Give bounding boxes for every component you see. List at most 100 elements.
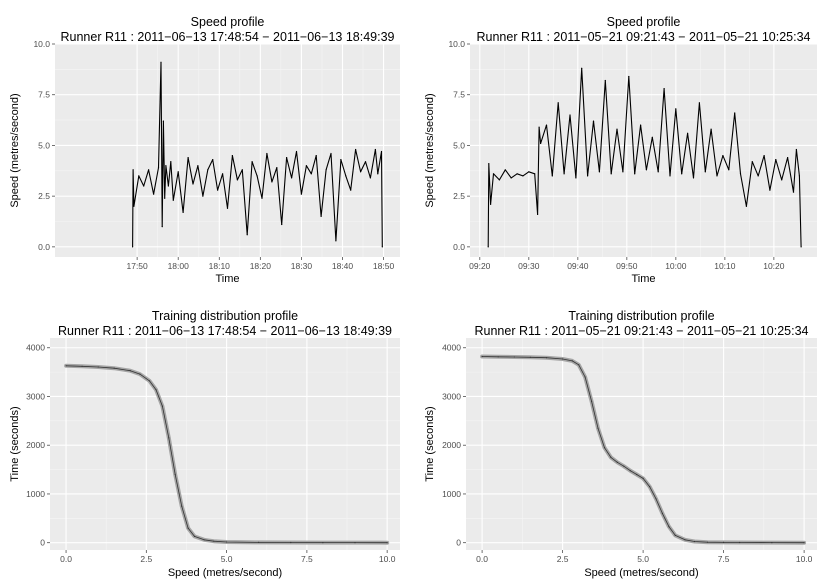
data-point	[350, 189, 352, 191]
data-point	[610, 173, 612, 175]
data-point	[497, 356, 499, 358]
data-point	[290, 541, 292, 544]
data-point	[578, 364, 580, 366]
data-point	[160, 61, 162, 63]
data-point	[739, 541, 741, 544]
plot-background	[50, 338, 400, 550]
data-point	[148, 169, 150, 171]
data-point	[745, 205, 748, 207]
data-point	[581, 67, 583, 69]
y-tick-label: 2000	[26, 440, 45, 450]
data-point	[710, 128, 712, 130]
data-point	[610, 456, 612, 458]
data-point	[636, 473, 638, 476]
data-point	[81, 365, 83, 367]
data-point	[170, 161, 172, 163]
data-point	[167, 185, 169, 187]
y-tick-label: 2.5	[38, 191, 50, 201]
data-point	[540, 142, 542, 144]
x-tick-label: 5.0	[221, 554, 233, 564]
y-tick-label: 3000	[442, 391, 461, 401]
data-point	[698, 102, 701, 104]
y-tick-label: 5.0	[453, 140, 465, 150]
data-point	[751, 161, 753, 163]
y-tick-label: 3000	[26, 391, 45, 401]
x-tick-label: 2.5	[557, 554, 569, 564]
data-point	[251, 161, 253, 163]
data-point	[193, 535, 196, 538]
data-point	[562, 358, 564, 360]
data-point	[330, 152, 332, 155]
data-point	[256, 175, 258, 177]
x-tick-label: 18:20	[250, 261, 272, 271]
data-point	[681, 173, 683, 175]
data-point	[591, 400, 593, 402]
data-point	[360, 171, 362, 173]
data-point	[286, 157, 288, 159]
data-point	[692, 177, 695, 179]
chart-subtitle: Runner R11 : 2011−05−21 09:21:43 − 2011−…	[475, 324, 809, 338]
data-point	[716, 175, 718, 177]
y-axis-label: Speed (metres/second)	[9, 93, 21, 207]
data-point	[202, 195, 204, 197]
data-point	[345, 175, 347, 177]
data-point	[723, 541, 725, 544]
data-point	[603, 447, 606, 449]
x-tick-label: 5.0	[637, 554, 649, 564]
data-point	[181, 505, 183, 507]
data-point	[706, 541, 709, 543]
data-point	[551, 175, 553, 177]
y-axis-label: Time (seconds)	[424, 406, 436, 481]
data-point	[488, 163, 490, 165]
series-line	[487, 67, 802, 247]
data-point	[522, 175, 524, 177]
data-point	[584, 376, 586, 378]
x-tick-label: 18:00	[168, 261, 190, 271]
data-point	[487, 246, 489, 248]
data-point	[771, 542, 773, 544]
data-point	[113, 367, 115, 369]
y-tick-label: 2.5	[453, 191, 465, 201]
data-point	[320, 215, 322, 217]
data-point	[143, 185, 145, 187]
y-tick-label: 7.5	[453, 90, 465, 100]
data-point	[628, 75, 630, 78]
data-point	[281, 223, 283, 226]
x-axis-label: Speed (metres/second)	[584, 567, 698, 579]
data-point	[684, 539, 686, 541]
data-point	[231, 155, 233, 157]
series-line	[66, 365, 388, 544]
data-point	[177, 171, 179, 173]
data-point	[642, 477, 644, 479]
data-point	[241, 169, 243, 171]
data-point	[164, 197, 166, 199]
data-point	[800, 246, 802, 248]
chart-title: Training distribution profile	[152, 309, 298, 323]
data-point	[675, 108, 677, 110]
data-point	[386, 542, 388, 544]
data-point	[787, 157, 789, 159]
data-point	[490, 203, 492, 205]
data-point	[172, 199, 174, 201]
data-point	[174, 473, 176, 476]
data-point	[377, 173, 379, 175]
data-point	[734, 112, 736, 114]
data-point	[315, 155, 317, 157]
data-point	[226, 207, 229, 209]
data-point	[132, 246, 134, 248]
data-point	[187, 527, 189, 529]
data-point	[276, 167, 278, 169]
data-point	[310, 173, 312, 175]
data-point	[258, 541, 260, 544]
x-axis-label: Time	[631, 273, 655, 285]
data-point	[354, 542, 356, 544]
data-point	[374, 148, 376, 151]
data-point	[161, 226, 163, 228]
data-point	[266, 152, 268, 155]
data-point	[481, 355, 483, 358]
data-point	[616, 128, 618, 130]
chart-subtitle: Runner R11 : 2011−06−13 17:48:54 − 2011−…	[58, 324, 392, 338]
data-point	[322, 542, 324, 544]
